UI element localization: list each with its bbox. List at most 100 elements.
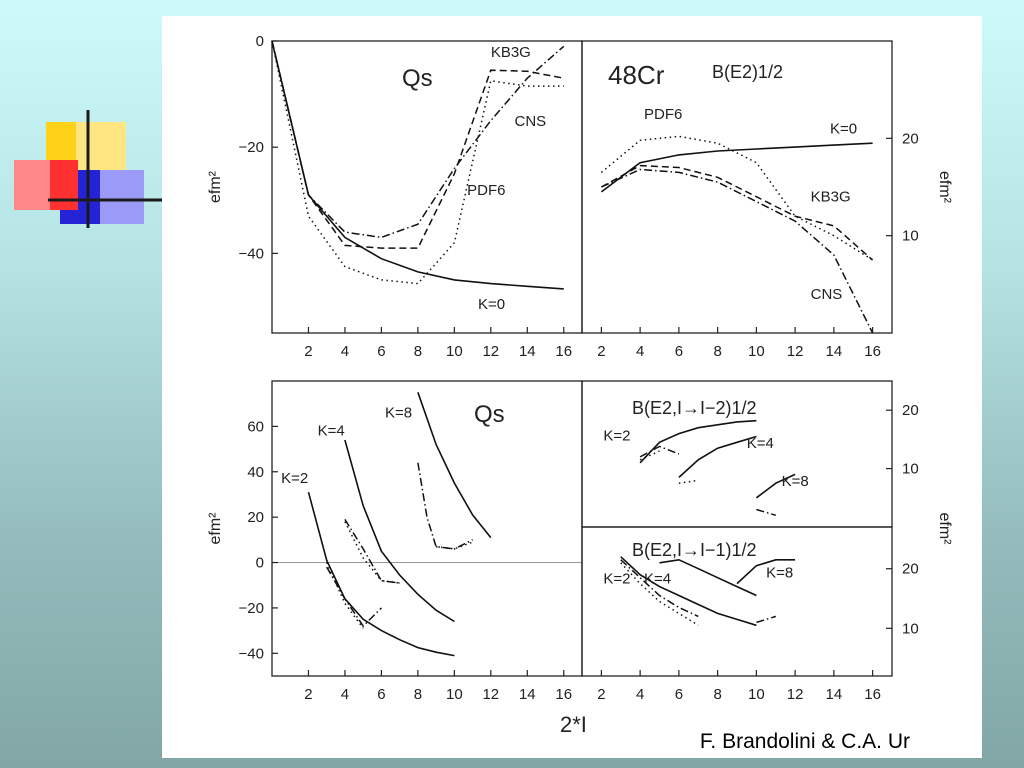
x-tick-label-be2-top-5: 12	[787, 343, 804, 360]
annotation-qs-top-3: K=0	[478, 296, 505, 313]
x-tick-label-be2-top-2: 6	[675, 343, 683, 360]
x-axis-label: 2*I	[560, 712, 587, 737]
series-be2-i2-2	[755, 473, 796, 499]
series-be2-i2-6	[756, 508, 777, 517]
x-tick-label-qs-top-5: 12	[482, 343, 499, 360]
title-qs-bottom: Qs	[474, 401, 505, 428]
series-qs-bottom-5	[344, 519, 400, 584]
x-tick-label-qs-bottom-2: 6	[377, 686, 385, 703]
x-tick-label-qs-bottom-4: 10	[446, 686, 463, 703]
annotation-be2-i1-0: K=2	[603, 571, 630, 588]
x-tick-label-qs-bottom-0: 2	[304, 686, 312, 703]
series-qs-bottom-7	[417, 462, 473, 550]
chart-figure: 0 −20 −40 2 4 6 8 10 12 14 16 KB3G CNS PDF6 K=0 efm² 10…	[207, 33, 953, 737]
series-be2-top-0	[600, 142, 873, 193]
chart-be2-top: 10 20 2 4 6 8 10 12 14 16 PDF6 K=0 KB3G CNS efm²	[581, 40, 953, 360]
y-tick-label-qs-top-0: 0	[256, 33, 264, 50]
series-qs-top-0	[271, 40, 564, 290]
series-qs-bottom-2	[417, 392, 492, 539]
series-be2-i2-3	[639, 445, 680, 458]
y-tick-label-be2-i1-0: 10	[902, 620, 919, 637]
x-tick-label-qs-top-4: 10	[446, 343, 463, 360]
y-tick-label-qs-bottom-4: −20	[239, 600, 264, 617]
series-qs-bottom-3	[326, 566, 382, 628]
x-tick-label-be2-i1-6: 14	[826, 686, 843, 703]
series-qs-bottom-6	[344, 521, 400, 584]
y-tick-label-qs-bottom-2: 20	[247, 509, 264, 526]
y-axis-label-qs-bottom: efm²	[207, 512, 224, 545]
annotation-qs-bottom-0: K=2	[281, 470, 308, 487]
y-tick-label-qs-bottom-1: 40	[247, 464, 264, 481]
title-be2-i1: B(E2,I→I−1)1/2	[632, 540, 757, 560]
chart-qs-top: 0 −20 −40 2 4 6 8 10 12 14 16 KB3G CNS PDF6 K=0 efm²	[207, 33, 583, 360]
series-qs-bottom-8	[436, 541, 473, 550]
x-tick-label-be2-i1-7: 16	[864, 686, 881, 703]
deco-blue-fade	[100, 170, 144, 224]
series-be2-i2-1	[678, 435, 757, 478]
annotation-be2-i1-1: K=4	[644, 571, 671, 588]
x-tick-label-be2-i1-1: 4	[636, 686, 644, 703]
x-tick-label-be2-top-4: 10	[748, 343, 765, 360]
annotation-be2-i2-2: K=8	[782, 473, 809, 490]
chart-qs-bottom: 60 40 20 0 −20 −40 2 4 6 8 10 12 14 16 K=2 K=4 K=8 efm²	[207, 380, 583, 703]
x-tick-label-be2-i1-4: 10	[748, 686, 765, 703]
y-tick-label-be2-top-0: 10	[902, 228, 919, 245]
x-tick-label-qs-bottom-3: 8	[414, 686, 422, 703]
x-tick-label-be2-i1-0: 2	[597, 686, 605, 703]
plot-frame-be2-top	[581, 40, 893, 334]
x-tick-label-qs-top-3: 8	[414, 343, 422, 360]
y-tick-label-be2-i1-1: 20	[902, 561, 919, 578]
x-tick-label-be2-top-0: 2	[597, 343, 605, 360]
series-qs-bottom-1	[344, 439, 455, 623]
annotation-be2-top-1: K=0	[830, 120, 857, 137]
x-tick-label-qs-bottom-6: 14	[519, 686, 536, 703]
annotation-qs-top-1: CNS	[515, 113, 547, 130]
annotation-qs-top-2: PDF6	[467, 182, 505, 199]
y-axis-label-be2-top: efm²	[936, 171, 953, 204]
x-tick-label-be2-top-6: 14	[826, 343, 843, 360]
chart-be2-i1: 10 20 2 4 6 8 10 12 14 16 K=2 K=4 K=8 efm²	[581, 513, 953, 703]
y-tick-label-qs-bottom-3: 0	[256, 555, 264, 572]
credit-text: F. Brandolini & C.A. Ur	[699, 730, 910, 753]
y-tick-label-qs-bottom-5: −40	[239, 645, 264, 662]
series-be2-i1-5	[756, 615, 777, 624]
x-tick-label-be2-i1-2: 6	[675, 686, 683, 703]
x-tick-label-qs-bottom-1: 4	[341, 686, 349, 703]
annotation-qs-bottom-2: K=8	[385, 404, 412, 421]
series-qs-bottom-4	[326, 562, 364, 629]
annotation-qs-bottom-1: K=4	[318, 422, 345, 439]
x-tick-label-qs-top-2: 6	[377, 343, 385, 360]
x-tick-label-be2-top-1: 4	[636, 343, 644, 360]
x-tick-label-be2-i1-3: 8	[713, 686, 721, 703]
series-be2-i1-4	[620, 562, 699, 626]
annotation-qs-top-0: KB3G	[491, 44, 531, 61]
y-tick-label-be2-i2-1: 20	[902, 402, 919, 419]
annotation-be2-top-2: KB3G	[811, 189, 851, 206]
title-be2-i2: B(E2,I→I−2)1/2	[632, 398, 757, 418]
chart-be2-i2: 10 20 K=2 K=4 K=8	[581, 380, 919, 528]
series-be2-i2-4	[639, 450, 660, 461]
x-tick-label-qs-bottom-5: 12	[482, 686, 499, 703]
annotation-be2-i1-2: K=8	[766, 565, 793, 582]
x-tick-label-be2-top-7: 16	[864, 343, 881, 360]
x-tick-label-be2-top-3: 8	[713, 343, 721, 360]
series-be2-i1-2	[736, 558, 796, 585]
y-axis-label-qs-top: efm²	[207, 170, 224, 203]
series-be2-i2-0	[639, 419, 757, 464]
series-be2-i1-3	[620, 559, 699, 618]
title-qs-top: Qs	[402, 65, 433, 92]
x-tick-label-qs-top-7: 16	[555, 343, 572, 360]
annotation-be2-top-0: PDF6	[644, 106, 682, 123]
annotation-be2-i2-1: K=4	[747, 435, 774, 452]
nucleus-label: 48Cr	[608, 60, 665, 90]
x-tick-label-be2-i1-5: 12	[787, 686, 804, 703]
series-be2-i2-5	[678, 479, 699, 484]
series-be2-top-3	[601, 168, 874, 334]
series-be2-i1-1	[659, 558, 757, 597]
series-qs-top-2	[271, 40, 564, 249]
y-tick-label-qs-top-2: −40	[239, 245, 264, 262]
y-tick-label-be2-top-1: 20	[902, 130, 919, 147]
plot-frame-be2-i1	[581, 526, 893, 677]
figure-panel: 0 −20 −40 2 4 6 8 10 12 14 16 KB3G CNS PDF6 K=0 efm² 10…	[162, 16, 982, 758]
y-tick-label-qs-top-1: −20	[239, 139, 264, 156]
